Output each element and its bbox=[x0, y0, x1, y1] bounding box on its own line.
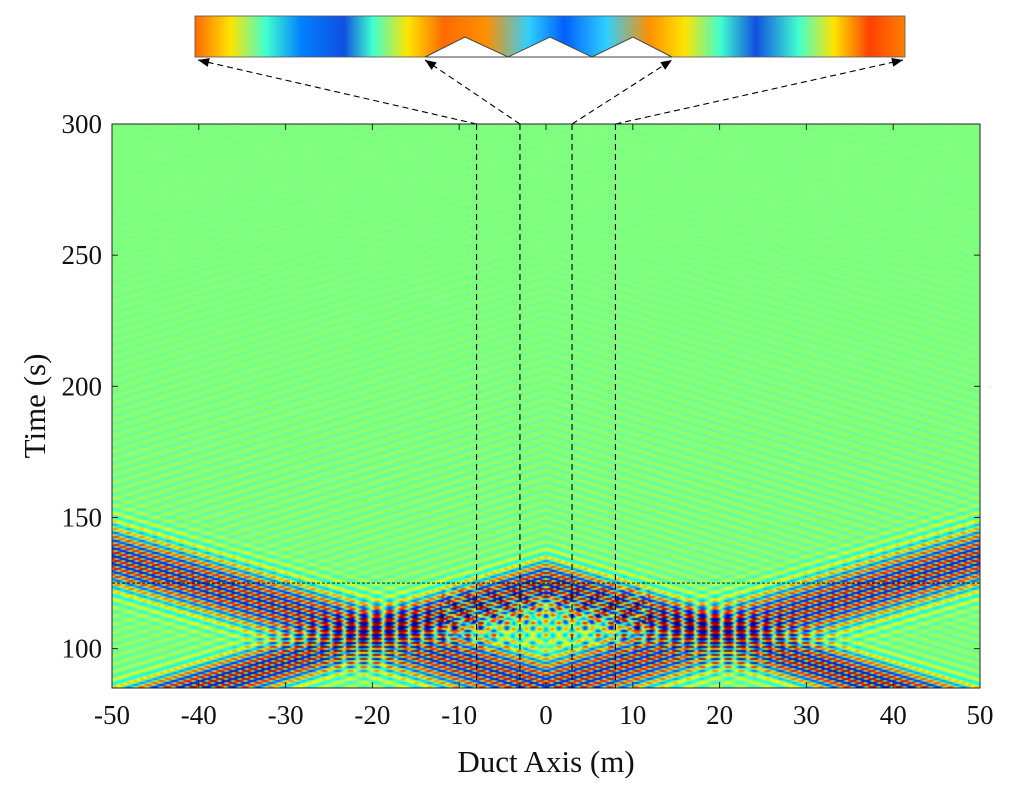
y-tick-label: 300 bbox=[62, 109, 103, 139]
x-tick-label: -50 bbox=[94, 700, 130, 730]
inset-arrowhead bbox=[198, 58, 210, 67]
heatmap-image bbox=[112, 124, 980, 688]
inset-connector-line bbox=[197, 59, 477, 125]
duct-inset bbox=[194, 15, 906, 125]
inset-arrowhead bbox=[425, 60, 437, 70]
y-tick-label: 250 bbox=[62, 240, 103, 270]
inset-arrowhead bbox=[891, 57, 903, 67]
axis-ticks: -50 -40 -30 -20 -10 0 10 20 30 40 50 100 150 200 250 30… bbox=[62, 109, 994, 730]
x-tick-label: 30 bbox=[793, 700, 820, 730]
x-tick-label: 40 bbox=[880, 700, 907, 730]
y-tick-label: 150 bbox=[62, 502, 103, 532]
x-tick-label: -10 bbox=[441, 700, 477, 730]
x-tick-label: 0 bbox=[539, 700, 553, 730]
marker-lines bbox=[112, 124, 980, 688]
x-tick-label: 50 bbox=[967, 700, 994, 730]
x-tick-label: 20 bbox=[706, 700, 733, 730]
inset-connector-line bbox=[615, 59, 904, 125]
x-tick-label: -30 bbox=[268, 700, 304, 730]
y-tick-label: 100 bbox=[62, 634, 103, 664]
duct-bump-cutout bbox=[424, 36, 673, 58]
x-tick-label: -20 bbox=[354, 700, 390, 730]
y-axis-label: Time (s) bbox=[17, 354, 52, 459]
y-tick-label: 200 bbox=[62, 371, 103, 401]
inset-connector-line bbox=[424, 59, 521, 125]
x-tick-label: -40 bbox=[181, 700, 217, 730]
inset-arrowhead bbox=[660, 60, 672, 70]
x-tick-label: 10 bbox=[619, 700, 646, 730]
heatmap-plot: -50 -40 -30 -20 -10 0 10 20 30 40 50 100 150 200 250 30… bbox=[62, 109, 994, 730]
inset-arrows bbox=[197, 57, 904, 125]
x-axis-label: Duct Axis (m) bbox=[457, 744, 634, 779]
